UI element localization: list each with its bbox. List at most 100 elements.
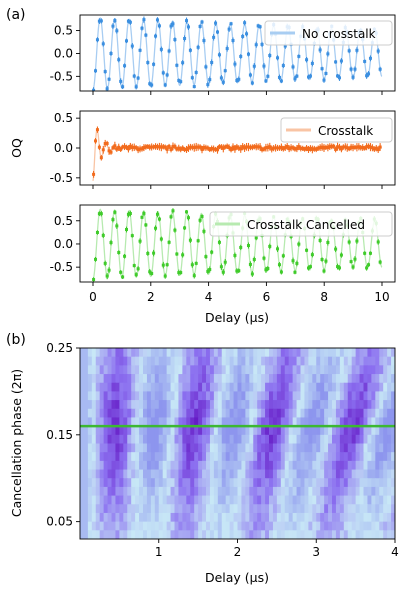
data-point <box>355 239 359 243</box>
heatmap-cell <box>158 452 164 462</box>
heatmap-cell <box>328 426 333 436</box>
heatmap-cell <box>387 391 392 401</box>
y-tick-label: 0.0 <box>54 237 73 251</box>
heatmap-cell <box>158 417 164 427</box>
heatmap-cell <box>178 521 183 531</box>
heatmap-cell <box>190 504 195 514</box>
heatmap-cell <box>225 521 231 531</box>
heatmap-cell <box>241 426 246 436</box>
data-point <box>188 238 192 242</box>
heatmap-cell <box>312 486 317 497</box>
heatmap-cell <box>300 443 306 453</box>
data-point <box>157 217 161 221</box>
heatmap-cell <box>217 374 223 384</box>
heatmap-cell <box>174 400 180 410</box>
heatmap-cell <box>288 374 294 384</box>
heatmap-cell <box>241 521 246 531</box>
heatmap-cell <box>367 408 372 419</box>
heatmap-cell <box>261 478 266 488</box>
heatmap-cell <box>351 443 357 453</box>
heatmap-cell <box>355 495 361 505</box>
data-point <box>175 63 179 67</box>
heatmap-cell <box>312 382 317 393</box>
heatmap-cell <box>119 382 124 393</box>
heatmap-cell <box>186 478 191 488</box>
heatmap-cell <box>111 400 117 410</box>
heatmap-cell <box>115 365 120 375</box>
y-tick-label: 0.5 <box>54 24 73 38</box>
heatmap-cell <box>131 512 136 523</box>
heatmap-cell <box>300 348 306 358</box>
y-tick-label: 0.25 <box>46 341 73 355</box>
heatmap-cell <box>308 521 313 531</box>
data-point <box>305 248 309 252</box>
heatmap-cell <box>335 348 341 358</box>
heatmap-cell <box>190 530 195 539</box>
heatmap-cell <box>166 495 172 505</box>
heatmap-cell <box>225 356 231 366</box>
heatmap-cell <box>166 512 172 523</box>
heatmap-cell <box>332 460 337 471</box>
heatmap-cell <box>178 417 183 427</box>
heatmap-cell <box>335 495 341 505</box>
heatmap-cell <box>213 365 219 375</box>
heatmap-cell <box>379 443 384 453</box>
heatmap-cell <box>99 434 105 445</box>
heatmap-cell <box>324 495 329 505</box>
heatmap-cell <box>186 356 191 366</box>
heatmap-cell <box>387 530 392 539</box>
heatmap-cell <box>131 400 136 410</box>
heatmap-cell <box>312 504 317 514</box>
heatmap-cell <box>119 512 124 523</box>
heatmap-cell <box>272 426 278 436</box>
heatmap-cell <box>387 512 392 523</box>
heatmap-cell <box>284 434 290 445</box>
data-point <box>92 88 96 91</box>
data-point <box>111 218 115 222</box>
heatmap-cell <box>292 365 298 375</box>
heatmap-cell <box>229 408 235 419</box>
heatmap-cell <box>339 382 345 393</box>
heatmap-cell <box>127 417 132 427</box>
heatmap-cell <box>186 382 191 393</box>
heatmap-cell <box>123 417 128 427</box>
heatmap-cell <box>387 348 392 358</box>
heatmap-cell <box>202 443 207 453</box>
heatmap-cell <box>170 495 176 505</box>
data-point <box>246 244 250 248</box>
heatmap-cell <box>308 426 313 436</box>
heatmap-cell <box>312 374 317 384</box>
data-point <box>113 19 117 23</box>
data-point <box>279 79 283 83</box>
heatmap-cell <box>237 443 243 453</box>
heatmap-cell <box>127 512 132 523</box>
heatmap-cell <box>182 348 187 358</box>
heatmap-cell <box>150 348 156 358</box>
data-point <box>173 228 177 232</box>
heatmap-cell <box>288 521 294 531</box>
heatmap-cell <box>269 400 274 410</box>
data-point <box>208 78 212 82</box>
heatmap-cell <box>158 426 164 436</box>
data-point <box>256 145 260 149</box>
data-point <box>308 265 312 269</box>
heatmap-cell <box>87 495 93 505</box>
heatmap-cell <box>312 426 317 436</box>
heatmap-cell <box>288 495 294 505</box>
data-point <box>277 146 281 150</box>
heatmap-cell <box>288 434 294 445</box>
heatmap-cell <box>221 443 227 453</box>
data-point <box>250 272 254 276</box>
heatmap-cell <box>115 356 120 366</box>
heatmap-cell <box>221 356 227 366</box>
data-point <box>130 146 134 150</box>
heatmap-cell <box>351 486 357 497</box>
data-point <box>163 274 167 278</box>
heatmap-cell <box>103 365 109 375</box>
heatmap-cell <box>237 521 243 531</box>
data-point <box>192 85 196 89</box>
data-point <box>177 79 181 83</box>
data-point <box>198 218 202 222</box>
heatmap-cell <box>158 469 164 479</box>
data-point <box>192 146 196 150</box>
